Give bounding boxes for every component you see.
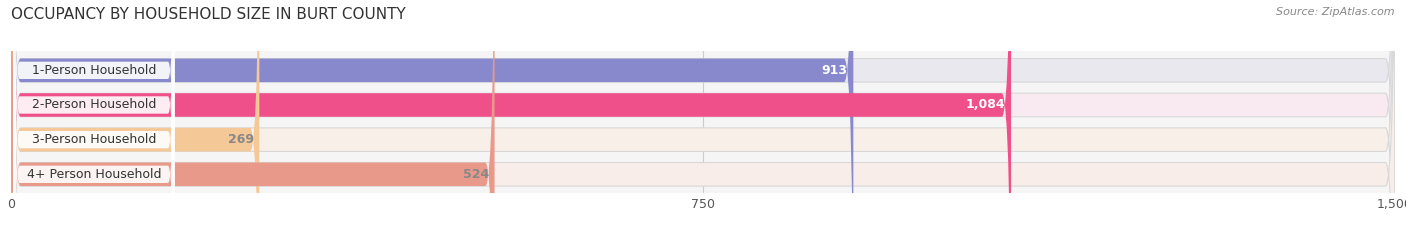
FancyBboxPatch shape [11,0,853,233]
Text: 2-Person Household: 2-Person Household [31,99,156,112]
FancyBboxPatch shape [13,0,174,233]
Text: OCCUPANCY BY HOUSEHOLD SIZE IN BURT COUNTY: OCCUPANCY BY HOUSEHOLD SIZE IN BURT COUN… [11,7,406,22]
FancyBboxPatch shape [11,0,1011,233]
Text: 269: 269 [228,133,254,146]
Text: 1,084: 1,084 [966,99,1005,112]
FancyBboxPatch shape [11,0,1395,233]
Text: 524: 524 [463,168,489,181]
Text: 4+ Person Household: 4+ Person Household [27,168,162,181]
FancyBboxPatch shape [13,0,174,233]
FancyBboxPatch shape [11,0,1395,233]
Text: 3-Person Household: 3-Person Household [31,133,156,146]
FancyBboxPatch shape [11,0,1395,233]
Text: 1-Person Household: 1-Person Household [31,64,156,77]
FancyBboxPatch shape [13,0,174,233]
FancyBboxPatch shape [13,0,174,233]
FancyBboxPatch shape [11,0,495,233]
FancyBboxPatch shape [11,0,259,233]
FancyBboxPatch shape [11,0,1395,233]
Text: Source: ZipAtlas.com: Source: ZipAtlas.com [1277,7,1395,17]
Text: 913: 913 [821,64,848,77]
